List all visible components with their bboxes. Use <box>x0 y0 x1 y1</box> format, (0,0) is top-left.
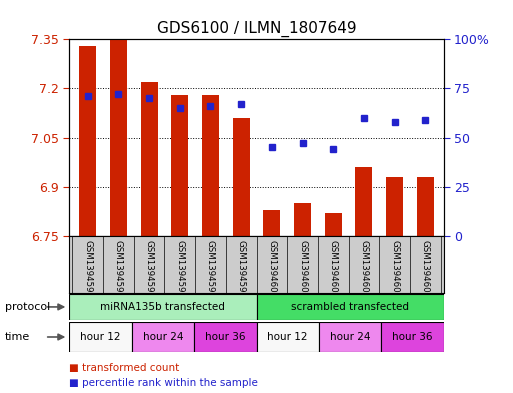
Bar <box>171 95 188 236</box>
Text: GSM1394600: GSM1394600 <box>267 241 277 299</box>
Text: GSM1394594: GSM1394594 <box>83 241 92 298</box>
Bar <box>141 82 157 236</box>
Text: GSM1394598: GSM1394598 <box>206 241 215 298</box>
Bar <box>69 322 132 352</box>
Bar <box>233 118 250 236</box>
Bar <box>319 322 381 352</box>
Bar <box>110 39 127 236</box>
Text: GSM1394599: GSM1394599 <box>236 241 246 298</box>
Bar <box>194 322 256 352</box>
Bar <box>381 322 444 352</box>
Text: GSM1394602: GSM1394602 <box>329 241 338 299</box>
Title: GDS6100 / ILMN_1807649: GDS6100 / ILMN_1807649 <box>156 20 357 37</box>
Text: miRNA135b transfected: miRNA135b transfected <box>101 302 225 312</box>
Bar <box>386 177 403 236</box>
Text: GSM1394603: GSM1394603 <box>360 241 368 299</box>
Bar <box>79 46 96 236</box>
Text: protocol: protocol <box>5 302 50 312</box>
Text: scrambled transfected: scrambled transfected <box>291 302 409 312</box>
Text: hour 12: hour 12 <box>267 332 308 342</box>
Text: hour 36: hour 36 <box>205 332 246 342</box>
Bar <box>325 213 342 236</box>
Bar <box>69 294 256 320</box>
Text: GSM1394596: GSM1394596 <box>145 241 153 298</box>
Text: GSM1394601: GSM1394601 <box>298 241 307 299</box>
Text: GSM1394605: GSM1394605 <box>421 241 430 299</box>
Text: hour 24: hour 24 <box>143 332 183 342</box>
Text: hour 36: hour 36 <box>392 332 433 342</box>
Text: GSM1394597: GSM1394597 <box>175 241 184 298</box>
Bar <box>256 294 444 320</box>
Text: hour 24: hour 24 <box>330 332 370 342</box>
Bar <box>263 209 280 236</box>
Text: time: time <box>5 332 30 342</box>
Bar <box>256 322 319 352</box>
Bar <box>294 203 311 236</box>
Bar <box>202 95 219 236</box>
Text: GSM1394604: GSM1394604 <box>390 241 399 299</box>
Bar <box>132 322 194 352</box>
Bar <box>417 177 434 236</box>
Text: hour 12: hour 12 <box>80 332 121 342</box>
Text: ■ percentile rank within the sample: ■ percentile rank within the sample <box>69 378 258 388</box>
Text: GSM1394595: GSM1394595 <box>114 241 123 298</box>
Bar <box>356 167 372 236</box>
Text: ■ transformed count: ■ transformed count <box>69 363 180 373</box>
